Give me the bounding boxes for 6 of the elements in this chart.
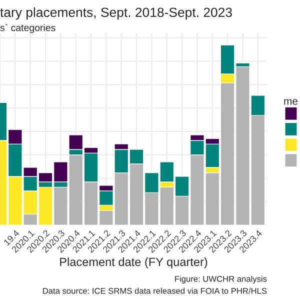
chart-title: tary placements, Sept. 2018-Sept. 2023 xyxy=(0,7,232,20)
text: Figure: UWCHR analysis xyxy=(175,276,267,284)
source-note: Data source: ICE SRMS data released via FOIA to PHR/HLS xyxy=(43,288,267,294)
x-axis-title: Placement date (FY quarter) xyxy=(60,257,208,268)
chart-subtitle: s` categories xyxy=(0,24,56,34)
legend-title: me xyxy=(284,99,298,105)
